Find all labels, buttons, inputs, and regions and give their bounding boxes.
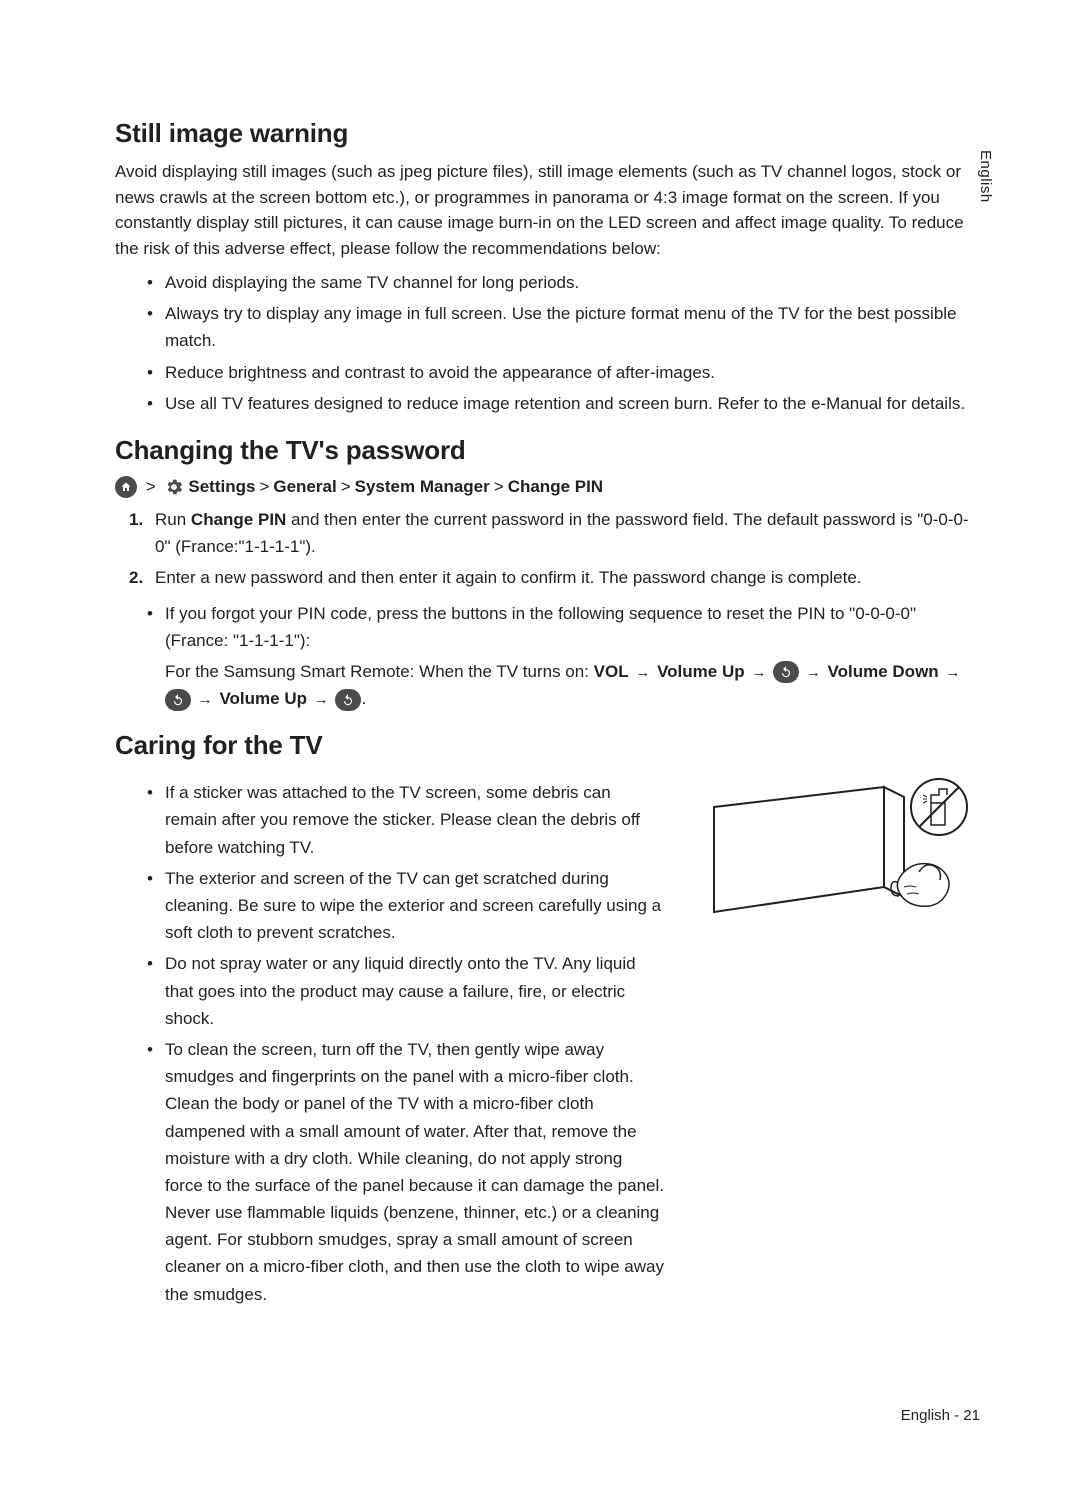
return-icon [773, 661, 799, 683]
step1-pre: Run [155, 510, 191, 529]
arrow-icon: → [196, 691, 215, 708]
period: . [361, 689, 366, 708]
list-item: If you forgot your PIN code, press the b… [147, 600, 980, 713]
remote-sequence: For the Samsung Smart Remote: When the T… [165, 658, 980, 712]
caring-text-col: If a sticker was attached to the TV scre… [115, 771, 664, 1316]
list-item: Always try to display any image in full … [147, 300, 980, 354]
breadcrumb-sep: > [341, 477, 351, 497]
return-icon [165, 689, 191, 711]
arrow-icon: → [804, 664, 823, 681]
language-tab: English [977, 150, 994, 203]
forgot-pin-text: If you forgot your PIN code, press the b… [165, 604, 916, 650]
list-item: If a sticker was attached to the TV scre… [147, 779, 664, 861]
breadcrumb-sep: > [494, 477, 504, 497]
nav-system-manager: System Manager [355, 477, 490, 497]
nav-settings: Settings [188, 477, 255, 497]
caring-row: If a sticker was attached to the TV scre… [115, 771, 980, 1316]
list-item: Reduce brightness and contrast to avoid … [147, 359, 980, 386]
arrow-icon: → [749, 664, 768, 681]
nav-change-pin: Change PIN [508, 477, 603, 497]
list-item: 2. Enter a new password and then enter i… [129, 564, 980, 591]
still-image-list: Avoid displaying the same TV channel for… [147, 269, 980, 417]
manual-page: English Still image warning Avoid displa… [0, 0, 1080, 1494]
seq-volup: Volume Up [657, 662, 745, 681]
remote-pre: For the Samsung Smart Remote: When the T… [165, 662, 594, 681]
gear-icon [164, 477, 184, 497]
arrow-icon: → [633, 664, 652, 681]
caring-list: If a sticker was attached to the TV scre… [147, 779, 664, 1308]
home-icon [115, 476, 137, 498]
seq-volup2: Volume Up [219, 689, 307, 708]
heading-caring: Caring for the TV [115, 730, 980, 761]
nav-general: General [273, 477, 336, 497]
forgot-pin-list: If you forgot your PIN code, press the b… [147, 600, 980, 713]
settings-breadcrumb: > Settings > General > System Manager > … [115, 476, 980, 498]
arrow-icon: → [943, 664, 962, 681]
list-item: The exterior and screen of the TV can ge… [147, 865, 664, 947]
still-image-intro: Avoid displaying still images (such as j… [115, 159, 980, 261]
list-item: To clean the screen, turn off the TV, th… [147, 1036, 664, 1308]
change-password-steps: 1. Run Change PIN and then enter the cur… [129, 506, 980, 592]
seq-voldown: Volume Down [828, 662, 939, 681]
list-item: Do not spray water or any liquid directl… [147, 950, 664, 1032]
list-item: Use all TV features designed to reduce i… [147, 390, 980, 417]
breadcrumb-sep: > [141, 477, 160, 497]
step2-text: Enter a new password and then enter it a… [155, 568, 862, 587]
list-item: Avoid displaying the same TV channel for… [147, 269, 980, 296]
list-item: 1. Run Change PIN and then enter the cur… [129, 506, 980, 560]
return-icon [335, 689, 361, 711]
cleaning-illustration [694, 777, 974, 947]
page-footer: English - 21 [901, 1407, 980, 1424]
heading-still-image: Still image warning [115, 118, 980, 149]
seq-vol: VOL [594, 662, 629, 681]
step1-bold: Change PIN [191, 510, 286, 529]
arrow-icon: → [312, 691, 331, 708]
breadcrumb-sep: > [259, 477, 269, 497]
heading-change-password: Changing the TV's password [115, 435, 980, 466]
